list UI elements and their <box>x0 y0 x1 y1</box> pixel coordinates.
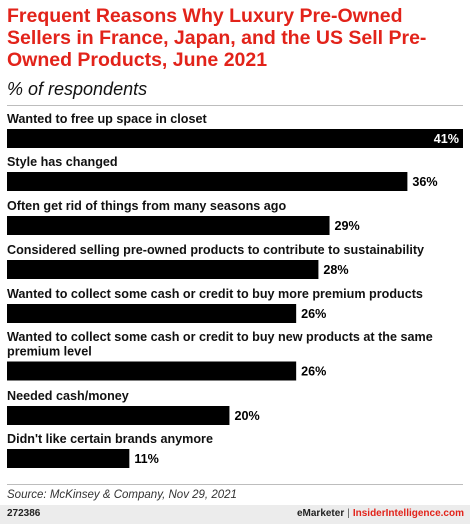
value-label: 28% <box>323 263 348 277</box>
category-label: Wanted to free up space in closet <box>7 112 207 126</box>
bar <box>7 449 130 468</box>
value-label: 41% <box>434 132 459 146</box>
category-label: Considered selling pre-owned products to… <box>7 243 424 257</box>
value-label: 11% <box>134 452 159 466</box>
chart-subtitle: % of respondents <box>7 79 148 99</box>
bottom-divider <box>7 484 463 485</box>
top-divider <box>7 105 463 106</box>
category-label: Often get rid of things from many season… <box>7 199 287 213</box>
bar <box>7 260 319 279</box>
source-note: Source: McKinsey & Company, Nov 29, 2021 <box>7 489 237 501</box>
value-label: 26% <box>301 307 326 321</box>
bar <box>7 129 463 148</box>
chart-id: 272386 <box>7 508 41 519</box>
value-label: 26% <box>301 365 326 379</box>
footer-bar: 272386 eMarketer | InsiderIntelligence.com <box>0 505 470 524</box>
category-label: Needed cash/money <box>7 389 129 403</box>
category-label: Wanted to collect some cash or credit to… <box>7 287 423 301</box>
brand-credit: eMarketer | InsiderIntelligence.com <box>297 508 464 519</box>
value-label: 36% <box>412 175 437 189</box>
bar <box>7 406 230 425</box>
bar <box>7 361 297 381</box>
chart-title: Frequent Reasons Why Luxury Pre-Owned Se… <box>7 5 427 71</box>
category-label: Wanted to collect some cash or credit to… <box>7 330 433 359</box>
category-label: Style has changed <box>7 155 118 169</box>
bar <box>7 172 408 191</box>
brand-emarketer: eMarketer <box>296 508 345 519</box>
brand-insider-intelligence: InsiderIntelligence.com <box>352 508 464 519</box>
value-label: 29% <box>335 219 360 233</box>
brand-separator: | <box>347 508 350 519</box>
bar <box>7 304 297 323</box>
bar <box>7 216 330 235</box>
value-label: 20% <box>234 409 259 423</box>
category-label: Didn't like certain brands anymore <box>7 432 213 446</box>
